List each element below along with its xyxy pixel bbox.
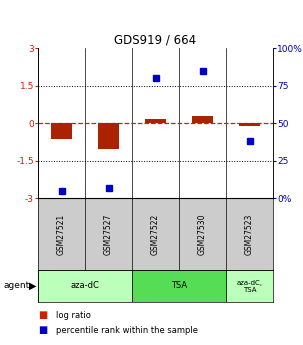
Title: GDS919 / 664: GDS919 / 664	[115, 34, 197, 47]
Text: ■: ■	[38, 325, 47, 335]
Text: GSM27522: GSM27522	[151, 213, 160, 255]
Text: aza-dC: aza-dC	[71, 282, 99, 290]
Text: GSM27523: GSM27523	[245, 213, 254, 255]
Bar	[98, 123, 119, 148]
Bar	[145, 119, 166, 123]
Bar	[192, 116, 213, 123]
Text: aza-dC,
TSA: aza-dC, TSA	[237, 279, 262, 293]
Text: GSM27521: GSM27521	[57, 213, 66, 255]
Text: percentile rank within the sample: percentile rank within the sample	[56, 326, 198, 335]
Text: GSM27530: GSM27530	[198, 213, 207, 255]
Text: agent: agent	[3, 282, 29, 290]
Text: GSM27527: GSM27527	[104, 213, 113, 255]
Bar	[132, 270, 226, 302]
Bar	[51, 123, 72, 139]
Text: ▶: ▶	[29, 281, 36, 291]
Text: ■: ■	[38, 310, 47, 320]
Bar	[38, 270, 132, 302]
Text: TSA: TSA	[171, 282, 187, 290]
Bar	[239, 123, 260, 126]
Bar	[226, 270, 273, 302]
Text: log ratio: log ratio	[56, 311, 91, 320]
